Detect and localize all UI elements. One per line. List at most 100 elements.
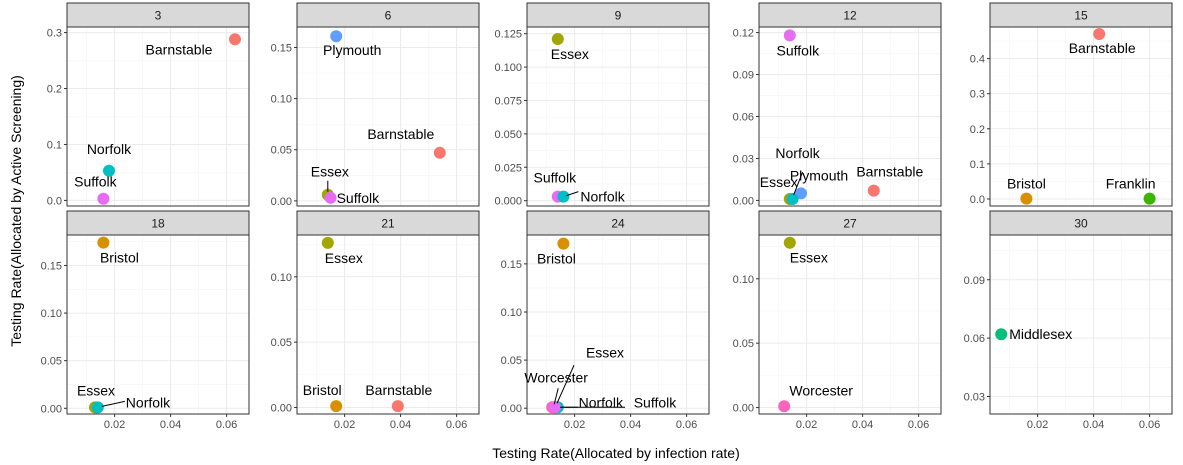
point-bristol: [97, 236, 110, 249]
label-leader-line: [566, 191, 579, 197]
y-tick-label: 0.15: [271, 42, 292, 54]
point-suffolk: [783, 29, 796, 42]
facet-strip: [526, 210, 710, 236]
facet-strip-label: 3: [155, 9, 162, 23]
point-suffolk: [324, 191, 337, 204]
point-middlesex: [995, 328, 1008, 341]
y-tick-label: 0.1: [970, 159, 985, 171]
y-tick-label: 0.0: [970, 194, 985, 206]
point-label-barnstable: Barnstable: [856, 164, 923, 180]
point-barnstable: [433, 146, 446, 159]
point-essex: [783, 236, 796, 249]
panel-6: 0.00 0.05 0.10 0.15 6 Plymouth Barnstable Essex…: [271, 2, 480, 208]
y-tick-label: 0.3: [47, 28, 62, 40]
y-tick-label: 0.15: [501, 259, 522, 271]
point-label-bristol: Bristol: [1007, 176, 1046, 192]
facet-strip-label: 24: [611, 217, 625, 231]
facet-strip-label: 18: [151, 217, 165, 231]
point-plymouth: [330, 30, 343, 43]
y-tick-label: 0.03: [733, 153, 754, 165]
y-tick-label: 0.075: [494, 95, 522, 107]
point-label-bristol: Bristol: [100, 250, 139, 266]
y-tick-label: 0.2: [47, 84, 62, 96]
y-tick-label: 0.12: [733, 28, 754, 40]
x-tick-label: 0.04: [852, 419, 873, 431]
point-barnstable: [229, 33, 241, 46]
panel-30: 0.02 0.04 0.06 0.03 0.06 0.09 30 Middlesex: [964, 210, 1173, 431]
point-label-suffolk: Suffolk: [74, 174, 118, 190]
y-tick-label: 0.125: [494, 29, 522, 41]
point-label-suffolk: Suffolk: [777, 42, 821, 58]
point-barnstable: [867, 184, 880, 197]
point-label-barnstable: Barnstable: [367, 126, 434, 142]
point-label-bristol: Bristol: [537, 251, 576, 267]
label-leader-line: [793, 171, 804, 196]
point-label-barnstable: Barnstable: [1069, 40, 1136, 56]
y-tick-label: 0.09: [964, 275, 985, 287]
point-label-norfolk: Norfolk: [87, 141, 132, 157]
y-tick-label: 0.10: [501, 307, 522, 319]
point-label-suffolk: Suffolk: [337, 190, 381, 206]
point-label-bristol: Bristol: [303, 382, 342, 398]
x-tick-label: 0.06: [1139, 419, 1160, 431]
point-barnstable: [1093, 28, 1106, 41]
y-tick-label: 0.05: [733, 338, 754, 350]
y-tick-label: 0.10: [271, 94, 292, 106]
panel-15: 0.0 0.1 0.2 0.3 0.4 15 Barnstable Bristol Frankl…: [970, 2, 1173, 207]
y-tick-label: 0.06: [733, 112, 754, 124]
y-tick-label: 0.10: [733, 274, 754, 286]
point-label-suffolk: Suffolk: [534, 170, 578, 186]
facet-strip: [296, 2, 480, 28]
y-tick-label: 0.00: [501, 403, 522, 415]
y-tick-label: 0.100: [494, 62, 522, 74]
facet-strip-label: 6: [385, 9, 392, 23]
panel-12: 0.00 0.03 0.06 0.09 0.12 12 Suffolk Barnstable P…: [733, 2, 942, 207]
point-norfolk: [557, 190, 570, 203]
y-tick-label: 0.05: [501, 355, 522, 367]
panel-background: [66, 234, 250, 415]
point-essex: [321, 236, 334, 249]
panel-background: [989, 234, 1173, 415]
facet-strip: [989, 210, 1173, 236]
facet-strip: [66, 210, 250, 236]
point-label-norfolk: Norfolk: [775, 145, 820, 161]
label-leader-line: [556, 365, 575, 404]
x-tick-label: 0.02: [564, 419, 585, 431]
y-tick-label: 0.00: [733, 195, 754, 207]
label-leader-line: [101, 400, 125, 407]
x-tick-label: 0.06: [216, 419, 237, 431]
facet-strip: [526, 2, 710, 28]
y-tick-label: 0.4: [970, 54, 985, 66]
point-label-franklin: Franklin: [1106, 176, 1156, 192]
panels-layer: 0.00.10.20.33BarnstableNorfolkSuffolk0.0…: [41, 2, 1173, 431]
point-bristol: [557, 237, 570, 250]
point-worcester: [778, 400, 791, 413]
x-tick-label: 0.06: [676, 419, 697, 431]
y-tick-label: 0.2: [970, 124, 985, 136]
x-tick-label: 0.02: [1027, 419, 1048, 431]
facet-strip: [758, 2, 942, 28]
facet-strip: [758, 210, 942, 236]
y-tick-label: 0.05: [271, 337, 292, 349]
point-suffolk: [549, 401, 561, 414]
y-tick-label: 0.050: [494, 129, 522, 141]
panel-9: 0.000 0.025 0.050 0.075 0.100 0.125 9 Essex Suff…: [494, 2, 710, 208]
y-tick-label: 0.00: [41, 403, 62, 415]
point-norfolk: [91, 401, 104, 414]
y-tick-label: 0.1: [47, 139, 62, 151]
point-label-norfolk: Norfolk: [579, 394, 624, 410]
point-label-plymouth: Plymouth: [790, 167, 848, 183]
facet-strip: [296, 210, 480, 236]
point-bristol: [1020, 192, 1033, 205]
facet-strip-label: 15: [1074, 9, 1088, 23]
point-label-essex: Essex: [586, 344, 624, 360]
point-label-essex: Essex: [325, 250, 363, 266]
point-label-norfolk: Norfolk: [580, 189, 625, 205]
y-tick-label: 0.00: [271, 402, 292, 414]
facet-strip-label: 9: [615, 9, 622, 23]
point-bristol: [330, 400, 343, 413]
point-label-essex: Essex: [551, 46, 589, 62]
point-barnstable: [391, 400, 404, 413]
facet-strip-label: 27: [843, 217, 857, 231]
